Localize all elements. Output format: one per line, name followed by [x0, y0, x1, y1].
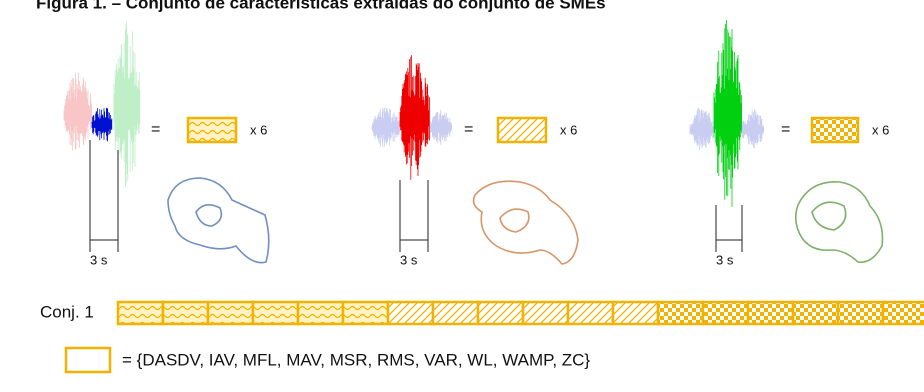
feature-block: [613, 302, 658, 324]
feature-block: [253, 302, 298, 324]
emg-signal: [430, 110, 452, 145]
feature-block: [118, 302, 163, 324]
equals: =: [464, 121, 473, 138]
feature-block: [703, 302, 748, 324]
set-label: Conj. 1: [40, 302, 94, 321]
feature-block: [568, 302, 613, 324]
hand-icon: [168, 178, 269, 263]
emg-signal: [372, 108, 400, 147]
feature-block: [838, 302, 883, 324]
emg-signal: [92, 108, 112, 142]
title: Figura 1. – Conjunto de características …: [36, 0, 606, 12]
feature-block: [298, 302, 343, 324]
signals: [64, 20, 764, 207]
equals: =: [781, 121, 790, 138]
feature-block: [188, 118, 236, 142]
feature-block: [658, 302, 703, 324]
equals: =: [151, 121, 160, 138]
feature-block: [478, 302, 523, 324]
legend-text: = {DASDV, IAV, MFL, MAV, MSR, RMS, VAR, …: [122, 350, 590, 369]
multiplier: x 6: [250, 122, 267, 137]
feature-block: [748, 302, 793, 324]
legend-box: [66, 348, 110, 372]
duration: 3 s: [716, 252, 734, 267]
duration: 3 s: [400, 252, 418, 267]
feature-block: [793, 302, 838, 324]
feature-block: [208, 302, 253, 324]
emg-signal: [714, 20, 742, 207]
feature-block: [812, 118, 858, 142]
feature-block: [883, 302, 924, 324]
emg-signal: [742, 110, 764, 149]
feature-block: [388, 302, 433, 324]
emg-signal: [64, 73, 92, 151]
hand-icon: [474, 181, 578, 264]
feature-block: [163, 302, 208, 324]
hand-icon: [796, 182, 883, 262]
feature-block: [523, 302, 568, 324]
page: Figura 1. – Conjunto de características …: [0, 0, 924, 392]
panel: [400, 180, 428, 252]
panel: [90, 140, 118, 252]
panel: [716, 205, 742, 252]
duration: 3 s: [90, 252, 108, 267]
figure: Figura 1. – Conjunto de características …: [0, 0, 924, 392]
emg-signal: [690, 108, 713, 150]
feature-block: [343, 302, 388, 324]
feature-block: [433, 302, 478, 324]
multiplier: x 6: [560, 122, 577, 137]
emg-signal: [400, 55, 429, 180]
feature-set-bar: [118, 302, 924, 324]
feature-block: [498, 118, 546, 142]
multiplier: x 6: [872, 122, 889, 137]
